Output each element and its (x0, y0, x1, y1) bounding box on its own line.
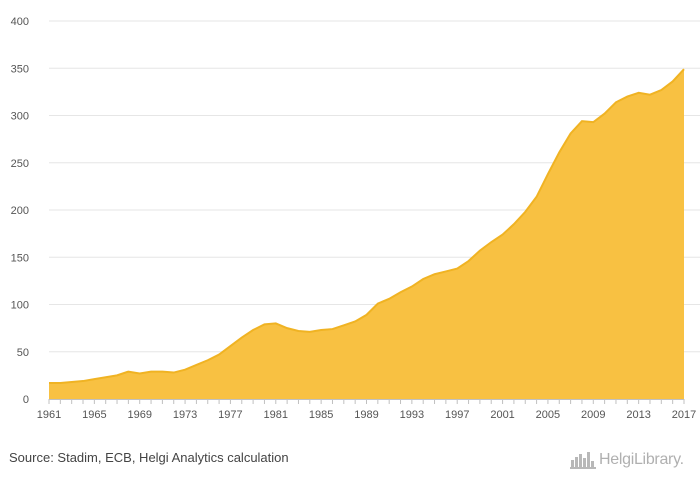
x-tick-label-1965: 1965 (82, 409, 106, 421)
y-tick-label-300: 300 (11, 111, 29, 123)
area-chart: 0 50 100 150 200 250 300 350 400 1961 1965 1969 197… (11, 16, 700, 421)
x-tick-label-2017: 2017 (672, 409, 696, 421)
y-tick-label-350: 350 (11, 63, 29, 75)
x-tick-label-2005: 2005 (536, 409, 560, 421)
x-tick-label-1993: 1993 (400, 409, 424, 421)
x-tick-label-1997: 1997 (445, 409, 469, 421)
brand: HelgiLibrary. (570, 449, 684, 471)
brand-name: HelgiLibrary. (599, 451, 684, 468)
area-series (49, 69, 684, 399)
x-tick-label-1969: 1969 (127, 409, 151, 421)
y-tick-label-0: 0 (23, 394, 29, 406)
x-tick-label-2009: 2009 (581, 409, 605, 421)
y-tick-label-400: 400 (11, 16, 29, 28)
y-axis-tick-labels: 0 50 100 150 200 250 300 350 400 (11, 16, 29, 406)
x-tick-label-2001: 2001 (490, 409, 514, 421)
x-axis-ticks: 1961 1965 1969 1973 1977 1981 1985 1989 1993 1997… (37, 399, 696, 421)
area-series-outline (49, 68, 685, 384)
x-tick-label-1977: 1977 (218, 409, 242, 421)
helgi-library-logo-icon (570, 452, 596, 469)
x-tick-label-1981: 1981 (264, 409, 288, 421)
x-tick-label-1989: 1989 (354, 409, 378, 421)
gridlines (49, 20, 700, 353)
y-tick-label-250: 250 (11, 158, 29, 170)
y-tick-label-50: 50 (17, 347, 29, 359)
y-tick-label-200: 200 (11, 205, 29, 217)
x-tick-label-1961: 1961 (37, 409, 61, 421)
x-tick-label-1973: 1973 (173, 409, 197, 421)
y-tick-label-150: 150 (11, 252, 29, 264)
x-tick-label-2013: 2013 (626, 409, 650, 421)
x-tick-label-1985: 1985 (309, 409, 333, 421)
y-tick-label-100: 100 (11, 300, 29, 312)
source-note: Source: Stadim, ECB, Helgi Analytics cal… (9, 450, 289, 465)
